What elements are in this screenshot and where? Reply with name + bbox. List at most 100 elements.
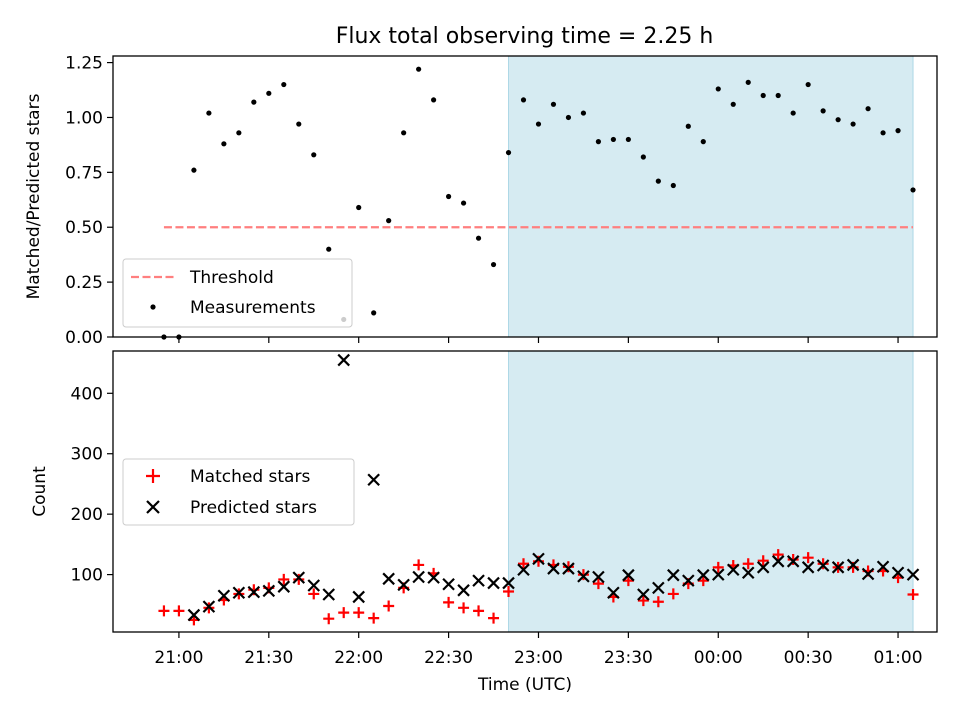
measurement-point bbox=[610, 136, 616, 143]
predicted-star-point bbox=[906, 568, 920, 581]
matched-star-point bbox=[592, 578, 604, 590]
predicted-star-point bbox=[412, 570, 425, 584]
predicted-star-point bbox=[562, 562, 575, 575]
predicted-star-point bbox=[756, 561, 770, 574]
predicted-star-point bbox=[607, 586, 620, 599]
measurement-point bbox=[221, 141, 227, 147]
measurement-point bbox=[880, 130, 886, 136]
measurement-point bbox=[730, 101, 736, 107]
measurement-point bbox=[251, 99, 257, 105]
matched-star-point bbox=[652, 596, 664, 608]
predicted-star-point bbox=[187, 608, 201, 622]
predicted-star-point bbox=[816, 559, 830, 572]
ratio-y-tick-label: 0.00 bbox=[65, 328, 103, 348]
matched-star-point bbox=[518, 558, 530, 570]
measurement-point bbox=[520, 97, 527, 103]
measurement-point bbox=[236, 130, 242, 136]
ratio-legend-box bbox=[122, 258, 353, 328]
predicted-star-point bbox=[367, 473, 380, 486]
measurement-point bbox=[445, 193, 452, 200]
time-x-axis: 21:00 21:30 22:00 22:30 23:00 23:30 00:00 00:30… bbox=[154, 632, 923, 668]
predicted-star-point bbox=[202, 600, 216, 613]
predicted-star-points bbox=[187, 353, 920, 622]
predicted-star-point bbox=[292, 571, 306, 584]
predicted-star-point bbox=[861, 567, 875, 581]
x-axis-label: Time (UTC) bbox=[477, 675, 572, 695]
predicted-star-point bbox=[502, 576, 515, 590]
measurement-point bbox=[910, 187, 916, 193]
matched-star-point bbox=[787, 553, 799, 565]
predicted-star-point bbox=[682, 574, 695, 587]
matched-star-point bbox=[667, 588, 679, 600]
measurement-point bbox=[535, 121, 542, 127]
time-x-tick-label: 22:30 bbox=[424, 648, 473, 668]
predicted-star-point bbox=[786, 555, 800, 568]
predicted-star-point bbox=[592, 570, 605, 584]
matched-star-point bbox=[757, 555, 769, 567]
time-x-tick-label: 21:30 bbox=[244, 648, 293, 668]
time-x-tick-label: 01:00 bbox=[874, 648, 923, 668]
measurements-legend-swatch bbox=[150, 304, 156, 310]
count-panel: 100 200 300 400 21:00 21:30 22:00 22:30 23:00 23… bbox=[30, 350, 938, 695]
measurement-point bbox=[550, 101, 557, 107]
measurement-point bbox=[865, 106, 871, 112]
predicted-star-point bbox=[622, 568, 635, 582]
matched-star-point bbox=[712, 561, 724, 573]
measurement-point bbox=[311, 152, 317, 158]
predicted-star-point bbox=[277, 580, 291, 593]
predicted-star-point bbox=[397, 578, 410, 592]
predicted-star-point bbox=[741, 566, 755, 580]
matched-star-point bbox=[278, 573, 290, 585]
predicted-star-point bbox=[637, 588, 650, 601]
measurement-point bbox=[281, 81, 287, 88]
predicted-legend-label: Predicted stars bbox=[190, 498, 317, 518]
matched-star-point bbox=[817, 558, 829, 570]
predicted-star-point bbox=[577, 570, 590, 583]
matched-star-point bbox=[637, 595, 649, 607]
measurement-point bbox=[700, 139, 706, 145]
matched-star-point bbox=[458, 602, 470, 614]
predicted-legend-swatch bbox=[146, 500, 160, 514]
predicted-star-point bbox=[517, 563, 530, 577]
predicted-star-point bbox=[472, 574, 485, 587]
measurement-point bbox=[505, 149, 512, 156]
matched-star-point bbox=[622, 575, 634, 587]
measurement-point bbox=[206, 110, 212, 116]
measurement-point bbox=[266, 90, 272, 96]
measurement-point bbox=[296, 121, 302, 127]
predicted-star-point bbox=[771, 555, 785, 568]
count-y-axis-label: Count bbox=[30, 466, 50, 517]
matched-star-point bbox=[383, 600, 395, 612]
matched-star-point bbox=[907, 589, 919, 601]
ratio-y-tick-label: 0.25 bbox=[65, 273, 103, 293]
predicted-star-point bbox=[382, 572, 395, 586]
predicted-star-point bbox=[532, 552, 545, 566]
predicted-star-point bbox=[667, 568, 680, 582]
time-x-tick-label: 23:30 bbox=[604, 648, 653, 668]
predicted-star-point bbox=[846, 558, 860, 572]
count-panel-frame bbox=[112, 350, 938, 633]
matched-star-point bbox=[323, 613, 335, 625]
measurement-point bbox=[431, 97, 437, 103]
ratio-y-tick-label: 1.00 bbox=[65, 108, 103, 128]
count-y-tick-label: 400 bbox=[71, 384, 103, 404]
predicted-star-point bbox=[697, 568, 710, 582]
matched-star-point bbox=[368, 612, 380, 624]
ratio-y-tick-label: 0.50 bbox=[65, 218, 103, 238]
measurement-point bbox=[655, 178, 661, 184]
matched-star-point bbox=[697, 575, 709, 587]
predicted-star-point bbox=[801, 561, 815, 574]
predicted-star-point bbox=[352, 590, 365, 604]
measurement-point bbox=[490, 261, 497, 268]
matched-star-point bbox=[308, 588, 320, 600]
time-x-tick-label: 00:00 bbox=[694, 648, 743, 668]
measurement-point bbox=[565, 114, 572, 121]
predicted-star-point bbox=[307, 579, 321, 592]
predicted-star-point bbox=[876, 560, 890, 574]
measurement-point bbox=[475, 235, 482, 241]
matched-star-point bbox=[413, 559, 425, 571]
predicted-star-point bbox=[427, 571, 440, 584]
count-legend: Matched stars Predicted stars bbox=[122, 458, 355, 526]
measurement-point bbox=[191, 167, 197, 173]
